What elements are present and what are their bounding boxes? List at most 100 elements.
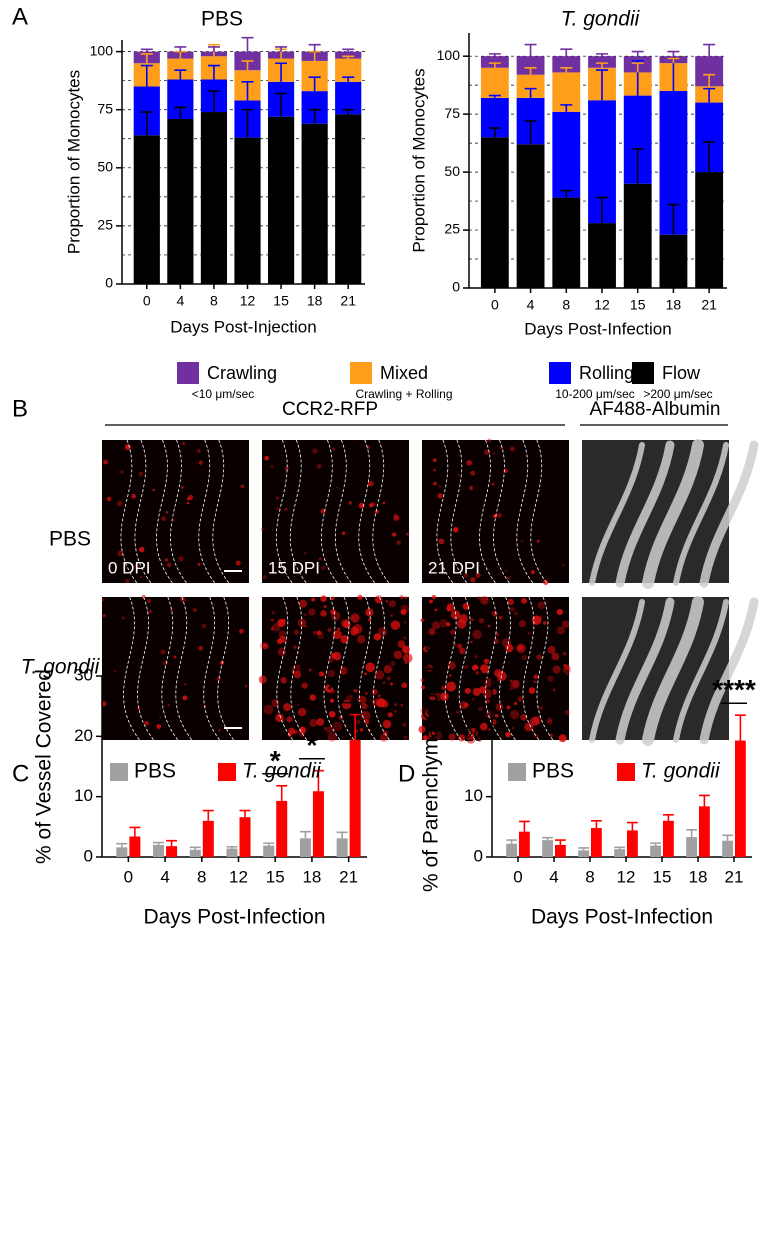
error-bar: [342, 108, 355, 115]
cell-signal: [286, 716, 293, 723]
cell-signal: [375, 509, 379, 514]
cell-signal: [433, 692, 443, 702]
y-tick-label: 50: [97, 159, 113, 175]
cell-signal: [497, 678, 501, 682]
cell-signal: [433, 468, 436, 472]
cell-signal: [263, 575, 268, 580]
vessel-outline: [450, 439, 468, 584]
cell-signal: [329, 698, 335, 703]
cell-signal: [433, 481, 437, 486]
vessel: [673, 599, 729, 743]
cell-signal: [536, 654, 542, 660]
cell-signal: [505, 731, 511, 738]
cell-signal: [293, 645, 297, 649]
x-tick-label: 0: [143, 293, 151, 309]
cell-signal: [491, 610, 498, 617]
vessel-outline: [499, 596, 516, 741]
cell-signal: [396, 540, 402, 545]
cell-signal: [301, 682, 308, 689]
cell-signal: [475, 572, 481, 578]
y-tick-label: 100: [437, 47, 461, 63]
cell-signal: [561, 563, 565, 567]
bar-segment: [301, 123, 328, 285]
error-bar: [308, 108, 321, 124]
cell-signal: [474, 655, 478, 659]
bar-segment: [516, 56, 545, 75]
cell-signal: [402, 722, 407, 727]
y-tick-label: 0: [84, 846, 93, 865]
cell-signal: [260, 528, 264, 531]
cell-signal: [402, 645, 410, 654]
cell-signal: [530, 570, 535, 575]
cell-signal: [477, 596, 481, 600]
error-bar: [241, 60, 254, 71]
error-bar: [596, 62, 608, 68]
error-bar: [275, 92, 288, 117]
cell-signal: [197, 562, 201, 566]
cell-signal: [418, 725, 426, 733]
cell-signal: [162, 660, 169, 666]
legend-swatch: [632, 362, 654, 384]
cell-signal: [304, 625, 307, 628]
cell-signal: [192, 608, 197, 612]
y-tick-label: 0: [105, 275, 113, 291]
micrograph: [262, 440, 409, 583]
cell-signal: [181, 485, 184, 489]
error-bar: [663, 813, 674, 821]
cell-signal: [327, 732, 337, 742]
cell-signal: [284, 507, 288, 511]
cell-signal: [537, 601, 546, 610]
bar: [239, 817, 251, 857]
bar: [299, 838, 311, 857]
error-bar: [560, 189, 573, 198]
cell-signal: [348, 501, 353, 505]
cell-signal: [450, 629, 456, 635]
cell-signal: [239, 628, 244, 634]
error-bar: [207, 46, 220, 52]
cell-signal: [428, 693, 436, 701]
error-bar: [596, 196, 608, 224]
error-bar: [241, 108, 254, 138]
y-axis-label: % of Parenchyma Covered: [420, 641, 443, 892]
cell-signal: [423, 646, 430, 653]
cell-signal: [283, 681, 287, 684]
cell-signal: [280, 676, 287, 684]
error-bar: [488, 53, 501, 57]
x-tick-label: 12: [617, 867, 636, 886]
cell-signal: [103, 459, 109, 465]
cell-signal: [552, 688, 556, 692]
cell-signal: [517, 696, 523, 702]
cell-signal: [458, 734, 466, 742]
bar-segment: [695, 172, 724, 288]
cell-signal: [479, 686, 487, 694]
x-tick-label: 18: [307, 293, 323, 309]
cell-signal: [169, 608, 174, 613]
cell-signal: [400, 703, 404, 707]
error-bar: [524, 120, 537, 145]
error-bar: [596, 53, 608, 57]
error-bar: [140, 64, 153, 87]
x-tick-label: 8: [197, 867, 206, 886]
cell-signal: [478, 618, 485, 624]
cell-signal: [309, 694, 316, 701]
bar: [506, 843, 517, 857]
cell-signal: [488, 728, 491, 731]
cell-signal: [337, 627, 341, 631]
significance-label: *: [270, 745, 281, 776]
cell-signal: [478, 706, 483, 711]
bar: [722, 840, 733, 857]
column-header: AF488-Albumin: [590, 399, 721, 420]
x-tick-label: 4: [176, 293, 184, 309]
legend-note: >200 μm/sec: [643, 387, 712, 401]
bar: [578, 850, 589, 857]
vessel-outline: [170, 439, 187, 584]
vessel-outline: [134, 439, 152, 584]
cell-signal: [491, 482, 495, 486]
bar-segment: [234, 137, 261, 284]
error-bar: [631, 62, 644, 73]
vessel-outline: [156, 439, 173, 584]
cell-signal: [165, 511, 169, 514]
cell-signal: [308, 608, 316, 616]
bar-segment: [335, 58, 362, 82]
bar-segment: [335, 51, 362, 59]
